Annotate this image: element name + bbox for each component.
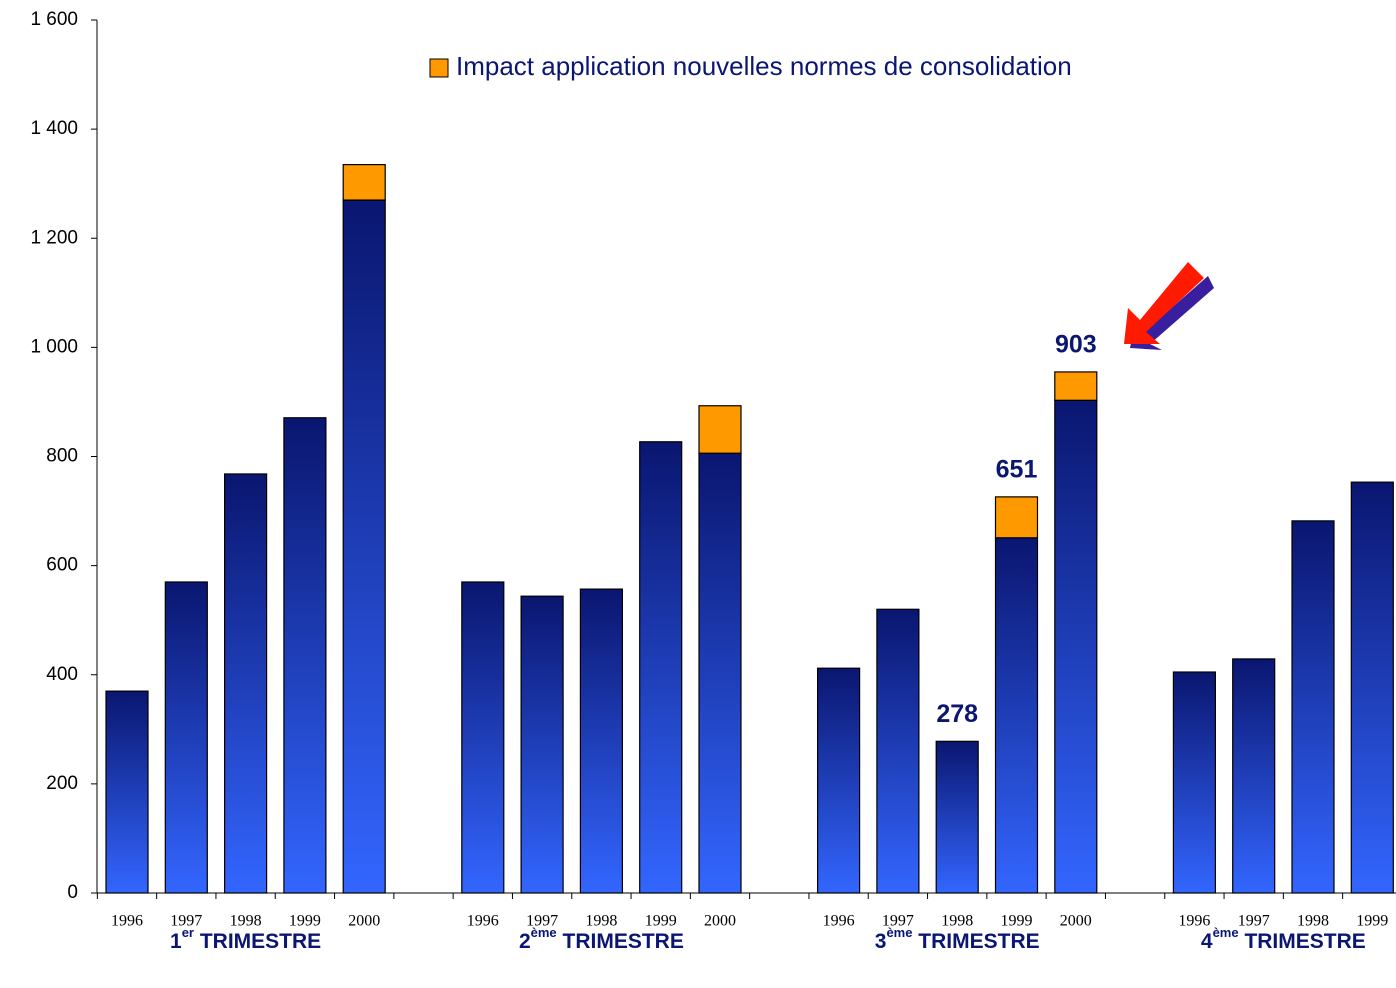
bar bbox=[1172, 671, 1217, 894]
group-text: TRIMESTRE bbox=[557, 930, 684, 953]
x-tick-label: 1997 bbox=[882, 913, 914, 930]
x-tick-label: 1997 bbox=[170, 913, 202, 930]
impact-bar bbox=[698, 405, 742, 454]
value-label: 278 bbox=[936, 700, 978, 728]
x-tick-label: 1996 bbox=[1178, 913, 1210, 930]
bar bbox=[1054, 399, 1098, 894]
group-suffix: ème bbox=[531, 925, 557, 940]
x-tick-label: 1996 bbox=[467, 913, 499, 930]
y-tick-label: 1 200 bbox=[30, 227, 78, 248]
bar bbox=[639, 441, 683, 894]
x-tick-label: 1996 bbox=[823, 913, 855, 930]
impact-bar bbox=[1054, 371, 1098, 401]
group-suffix: ème bbox=[1213, 925, 1239, 940]
impact-bar bbox=[342, 163, 386, 201]
x-tick-label: 1996 bbox=[111, 913, 143, 930]
group-text: TRIMESTRE bbox=[1239, 930, 1366, 953]
x-tick-label: 1998 bbox=[941, 913, 973, 930]
bar bbox=[224, 473, 268, 894]
bar bbox=[283, 417, 327, 894]
group-label: 2ème TRIMESTRE bbox=[519, 925, 684, 952]
group-text: TRIMESTRE bbox=[194, 930, 321, 953]
y-tick-label: 1 600 bbox=[30, 9, 78, 30]
group-label: 3ème TRIMESTRE bbox=[875, 925, 1040, 952]
x-tick-label: 2000 bbox=[348, 913, 380, 930]
bar bbox=[164, 581, 208, 894]
bar bbox=[342, 199, 386, 894]
impact-bar bbox=[994, 496, 1039, 539]
x-tick-label: 1999 bbox=[645, 913, 677, 930]
group-suffix: ème bbox=[886, 925, 912, 940]
bar bbox=[461, 581, 505, 894]
x-tick-label: 1999 bbox=[289, 913, 321, 930]
y-tick-label: 400 bbox=[46, 664, 78, 685]
highlight-arrow bbox=[1124, 262, 1214, 350]
bar bbox=[698, 452, 742, 894]
group-suffix: er bbox=[182, 925, 194, 940]
value-label: 903 bbox=[1055, 331, 1097, 359]
group-number: 2 bbox=[519, 930, 531, 953]
bar bbox=[579, 588, 624, 894]
y-tick-label: 1 400 bbox=[30, 118, 78, 139]
y-tick-label: 800 bbox=[46, 446, 78, 467]
x-tick-label: 1998 bbox=[1297, 913, 1329, 930]
x-tick-label: 1997 bbox=[1238, 913, 1270, 930]
bar bbox=[935, 740, 979, 894]
group-number: 3 bbox=[875, 930, 887, 953]
bar bbox=[105, 690, 149, 894]
legend-label: Impact application nouvelles normes de c… bbox=[456, 51, 1072, 81]
group-text: TRIMESTRE bbox=[912, 930, 1039, 953]
legend-swatch bbox=[429, 58, 449, 78]
bar bbox=[1350, 481, 1394, 894]
x-tick-label: 1999 bbox=[1001, 913, 1033, 930]
value-label: 651 bbox=[996, 455, 1038, 483]
bar bbox=[816, 667, 861, 894]
x-tick-label: 2000 bbox=[704, 913, 736, 930]
y-tick-label: 1 000 bbox=[30, 336, 78, 357]
x-tick-label: 1998 bbox=[230, 913, 262, 930]
y-tick-label: 600 bbox=[46, 555, 78, 576]
x-tick-label: 1997 bbox=[526, 913, 558, 930]
y-tick-label: 0 bbox=[67, 882, 78, 903]
group-label: 1er TRIMESTRE bbox=[170, 925, 321, 952]
group-label: 4ème TRIMESTRE bbox=[1201, 925, 1366, 952]
bar bbox=[994, 537, 1039, 894]
x-tick-label: 1999 bbox=[1356, 913, 1388, 930]
bar bbox=[1291, 520, 1335, 894]
x-tick-label: 2000 bbox=[1060, 913, 1092, 930]
y-tick-label: 200 bbox=[46, 773, 78, 794]
bar bbox=[876, 608, 920, 894]
bar bbox=[1232, 658, 1276, 894]
group-number: 4 bbox=[1201, 930, 1213, 953]
x-tick-label: 1998 bbox=[585, 913, 617, 930]
group-number: 1 bbox=[170, 930, 182, 953]
bar bbox=[520, 595, 564, 894]
